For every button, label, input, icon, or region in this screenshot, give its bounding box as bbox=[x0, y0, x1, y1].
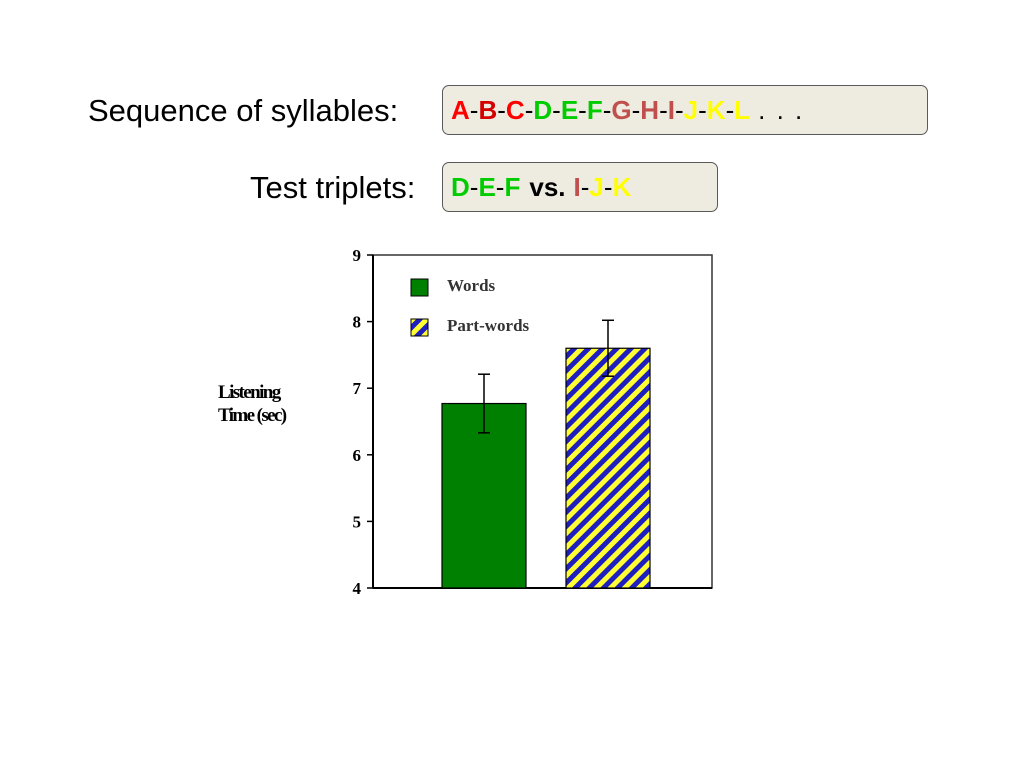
syllable-separator: - bbox=[603, 171, 613, 202]
sequence-label: Sequence of syllables: bbox=[88, 93, 399, 128]
syllable-separator: - bbox=[674, 94, 684, 125]
partword-syllable-j: J bbox=[589, 171, 604, 202]
y-tick-label: 6 bbox=[353, 446, 362, 465]
word-syllable-f: F bbox=[504, 171, 521, 202]
legend-label-part-words: Part-words bbox=[447, 316, 530, 335]
syllable-separator: - bbox=[602, 94, 612, 125]
syllable-separator: - bbox=[659, 94, 668, 125]
syllable-j: J bbox=[683, 94, 699, 125]
syllable-separator: - bbox=[497, 94, 506, 125]
y-axis-label-line: Listening bbox=[218, 382, 282, 403]
syllable-separator: - bbox=[580, 171, 590, 202]
syllable-k: K bbox=[706, 94, 726, 125]
y-axis-label-line: Time (sec) bbox=[218, 405, 287, 426]
y-tick-label: 4 bbox=[353, 579, 362, 598]
y-tick-label: 8 bbox=[353, 313, 362, 332]
partword-syllable-k: K bbox=[612, 171, 632, 202]
syllable-f: F bbox=[586, 94, 603, 125]
syllable-separator: - bbox=[578, 94, 587, 125]
y-tick-label: 5 bbox=[353, 512, 362, 531]
syllable-separator: - bbox=[495, 171, 505, 202]
syllable-separator: - bbox=[725, 94, 735, 125]
syllable-d: D bbox=[533, 94, 553, 125]
syllable-separator: - bbox=[469, 94, 479, 125]
word-syllable-d: D bbox=[451, 171, 470, 202]
legend-swatch-part-words bbox=[410, 318, 429, 337]
syllable-a: A bbox=[451, 94, 470, 125]
syllable-c: C bbox=[505, 94, 525, 125]
plot-frame bbox=[372, 254, 713, 589]
syllable-g: G bbox=[611, 94, 632, 125]
syllable-separator: - bbox=[524, 94, 534, 125]
syllable-separator: - bbox=[469, 171, 479, 202]
syllable-separator: - bbox=[631, 94, 641, 125]
legend-label-words: Words bbox=[447, 276, 496, 295]
sequence-ellipsis: . . . bbox=[758, 94, 805, 125]
syllable-i: I bbox=[667, 94, 675, 125]
y-tick-label: 9 bbox=[353, 246, 362, 265]
versus-label: vs. bbox=[529, 171, 566, 202]
y-tick-label: 7 bbox=[353, 379, 362, 398]
word-syllable-e: E bbox=[478, 171, 496, 202]
legend-swatch-words bbox=[410, 278, 429, 297]
partword-syllable-i: I bbox=[573, 171, 581, 202]
syllable-e: E bbox=[560, 94, 579, 125]
syllable-separator: - bbox=[552, 94, 561, 125]
test-triplets-label: Test triplets: bbox=[250, 170, 416, 205]
syllable-separator: - bbox=[698, 94, 707, 125]
syllable-l: L bbox=[734, 94, 751, 125]
bar-words bbox=[441, 402, 527, 589]
bar-part-words bbox=[565, 347, 651, 589]
syllable-h: H bbox=[640, 94, 660, 125]
sequence-syllables-box: A-B-C-D-E-F-G-H-I-J-K-L. . . bbox=[442, 85, 928, 135]
syllable-b: B bbox=[478, 94, 498, 125]
